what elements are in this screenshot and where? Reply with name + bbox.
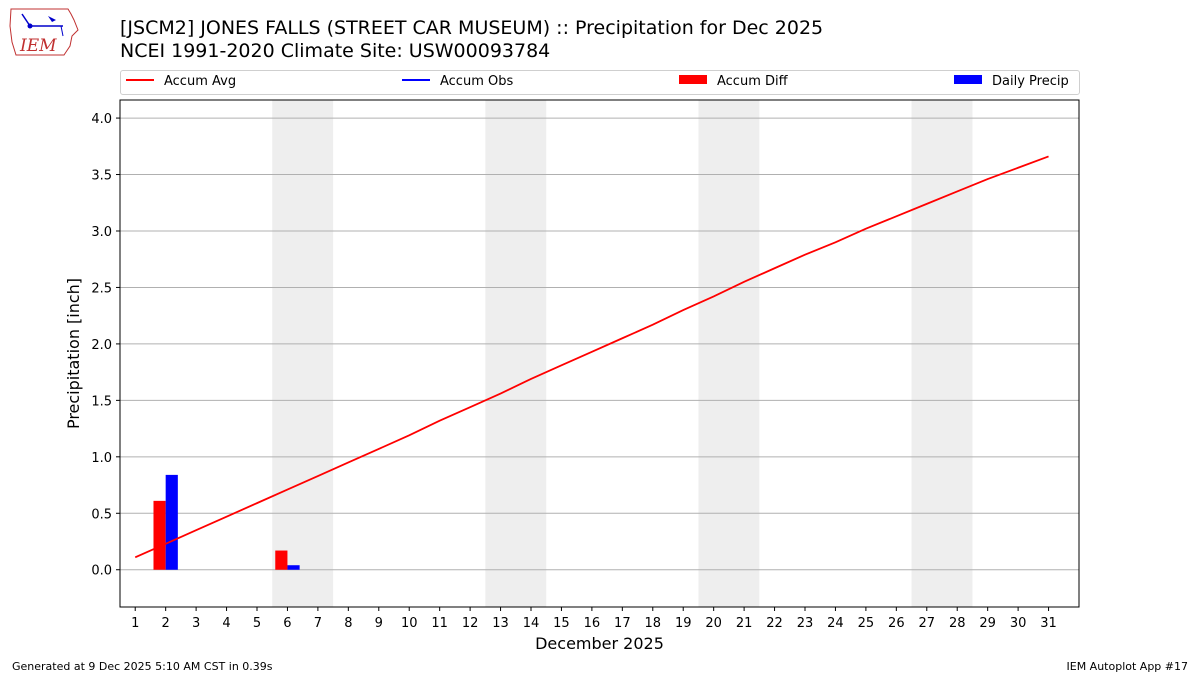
x-tick-label: 22	[766, 616, 783, 631]
x-tick-label: 20	[705, 616, 722, 631]
accum-avg-line	[134, 155, 1049, 559]
x-tick-label: 18	[645, 616, 662, 631]
legend-swatch	[402, 78, 430, 81]
x-tick-label: 13	[492, 616, 509, 631]
x-tick-label: 29	[979, 616, 996, 631]
x-tick-label: 19	[675, 616, 692, 631]
legend-swatch	[126, 78, 154, 81]
x-tick-label: 14	[523, 616, 540, 631]
daily-precip-bar	[287, 565, 300, 570]
y-tick-label: 0.0	[91, 564, 112, 579]
chart-title: [JSCM2] JONES FALLS (STREET CAR MUSEUM) …	[120, 17, 824, 39]
legend-label: Accum Diff	[717, 74, 788, 89]
x-tick-label: 16	[584, 616, 601, 631]
daily-precip-bar	[165, 474, 178, 570]
y-tick-label: 0.5	[91, 507, 112, 522]
x-tick-label: 6	[283, 616, 291, 631]
x-tick-label: 9	[375, 616, 383, 631]
legend-item-accum-obs: Accum Obs	[402, 74, 513, 92]
y-tick-label: 2.5	[91, 281, 112, 296]
y-tick-label: 3.5	[91, 169, 112, 184]
accum-diff-bar	[275, 550, 288, 570]
x-tick-label: 25	[858, 616, 875, 631]
x-tick-label: 10	[401, 616, 418, 631]
legend-swatch	[954, 75, 982, 84]
legend-label: Accum Obs	[440, 74, 514, 89]
x-tick-label: 17	[614, 616, 631, 631]
y-tick-label: 3.0	[91, 225, 112, 240]
y-tick-label: 2.0	[91, 338, 112, 353]
footer-app-label: IEM Autoplot App #17	[1066, 660, 1189, 673]
weekend-shade	[911, 100, 973, 607]
x-tick-label: 4	[222, 616, 230, 631]
weekend-shade	[485, 100, 547, 607]
x-tick-label: 28	[949, 616, 966, 631]
iem-logo-iowa-icon: IEM	[9, 8, 79, 56]
x-axis-label: December 2025	[535, 634, 664, 653]
legend-label: Daily Precip	[992, 74, 1069, 89]
weekend-shade	[698, 100, 760, 607]
x-tick-label: 30	[1010, 616, 1027, 631]
x-tick-label: 1	[131, 616, 139, 631]
legend-swatch	[679, 75, 707, 84]
legend-item-daily-precip: Daily Precip	[954, 74, 1069, 92]
x-tick-label: 26	[888, 616, 905, 631]
precipitation-chart: 0.00.51.01.52.02.53.03.54.01 2 3 4 5 6 7 8 9 10 11…	[64, 99, 1080, 653]
chart-subtitle: NCEI 1991-2020 Climate Site: USW00093784	[120, 40, 551, 62]
x-tick-label: 24	[827, 616, 844, 631]
logo-text: IEM	[19, 36, 57, 56]
legend-label: Accum Avg	[164, 74, 237, 89]
y-tick-label: 1.0	[91, 451, 112, 466]
x-tick-label: 27	[919, 616, 936, 631]
x-tick-label: 2	[162, 616, 170, 631]
y-tick-label: 4.0	[91, 112, 112, 127]
x-tick-label: 11	[431, 616, 448, 631]
x-tick-label: 31	[1040, 616, 1057, 631]
x-tick-label: 15	[553, 616, 570, 631]
plot-frame	[119, 99, 1080, 608]
y-axis-label: Precipitation [inch]	[64, 278, 83, 429]
x-tick-label: 21	[736, 616, 753, 631]
y-tick-label: 1.5	[91, 394, 112, 409]
weekend-shade	[272, 100, 334, 607]
x-tick-label: 5	[253, 616, 261, 631]
x-tick-label: 23	[797, 616, 814, 631]
x-tick-label: 7	[314, 616, 322, 631]
x-tick-label: 3	[192, 616, 200, 631]
x-tick-label: 12	[462, 616, 479, 631]
accum-diff-bar	[153, 500, 166, 570]
x-tick-label: 8	[344, 616, 352, 631]
footer-generated-text: Generated at 9 Dec 2025 5:10 AM CST in 0…	[12, 660, 273, 673]
legend: Accum Avg Accum Obs Accum Diff Daily Pre…	[120, 70, 1080, 95]
legend-item-accum-diff: Accum Diff	[679, 74, 788, 92]
legend-item-accum-avg: Accum Avg	[126, 74, 236, 92]
